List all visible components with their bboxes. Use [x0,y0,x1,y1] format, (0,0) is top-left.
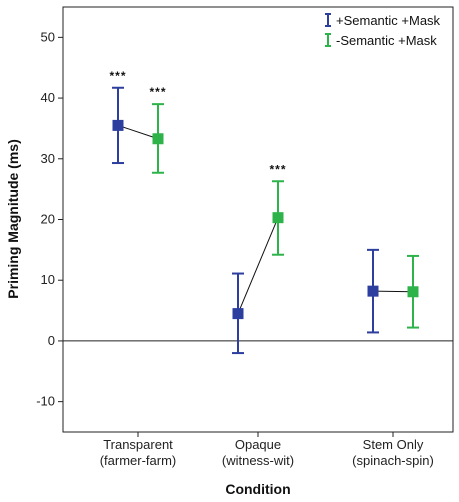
data-point-marker [152,133,164,145]
legend-label: +Semantic +Mask [336,13,441,28]
x-tick-label: (spinach-spin) [352,453,434,468]
significance-label: *** [109,69,126,83]
series-connector-line [372,290,414,293]
significance-label: *** [269,162,286,176]
y-tick-label: 10 [41,272,55,287]
data-point-marker [232,308,244,320]
x-tick-label: Transparent [103,437,173,452]
y-axis-title: Priming Magnitude (ms) [5,139,21,298]
y-tick-label: 40 [41,90,55,105]
x-axis-title: Condition [225,481,290,497]
series-connector-line [237,217,279,314]
data-point-marker [367,285,379,297]
data-point-marker [407,286,419,298]
y-tick-label: 50 [41,29,55,44]
data-point-marker [112,119,124,131]
legend: +Semantic +Mask -Semantic +Mask [325,13,441,48]
x-tick-label: Opaque [235,437,281,452]
data-point-marker [272,212,284,224]
x-tick-label: Stem Only [363,437,424,452]
y-tick-label: 20 [41,212,55,227]
legend-label: -Semantic +Mask [336,33,437,48]
series-connector-line [117,124,159,140]
y-tick-label: 0 [48,333,55,348]
x-tick-label: (witness-wit) [222,453,294,468]
y-tick-label: 30 [41,151,55,166]
y-tick-label: -10 [36,394,55,409]
significance-label: *** [149,85,166,99]
x-tick-label: (farmer-farm) [100,453,177,468]
